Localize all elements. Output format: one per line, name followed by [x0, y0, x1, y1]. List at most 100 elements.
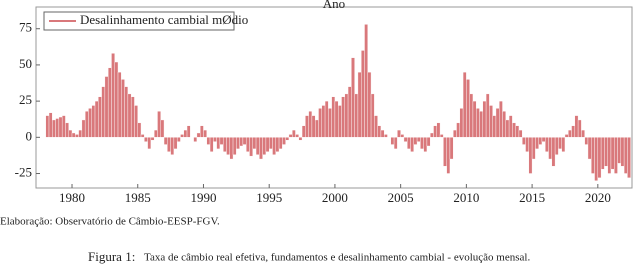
bar — [275, 137, 280, 153]
bar — [305, 115, 309, 138]
x-tick-label: 2010 — [453, 190, 479, 205]
bar — [495, 108, 500, 138]
bar — [157, 111, 161, 138]
bar — [525, 137, 530, 153]
bar — [390, 137, 395, 145]
bar — [351, 57, 355, 138]
bar — [249, 137, 253, 157]
bar — [508, 115, 513, 138]
bar — [331, 96, 336, 138]
bar — [443, 137, 447, 167]
bar — [75, 134, 79, 138]
x-tick-label: 2005 — [388, 190, 414, 205]
bar — [206, 137, 211, 145]
bar — [315, 119, 319, 138]
bar — [84, 111, 89, 138]
bar — [476, 108, 480, 138]
bar — [564, 134, 569, 138]
bar — [117, 71, 122, 138]
bar — [341, 96, 345, 138]
bar — [170, 137, 175, 155]
bar — [196, 132, 201, 138]
bar — [88, 108, 92, 138]
bar — [301, 125, 306, 138]
bar — [288, 134, 293, 138]
bar — [466, 79, 470, 138]
bar — [321, 105, 326, 138]
x-tick-label: 1990 — [190, 190, 216, 205]
bar — [614, 137, 618, 174]
bar — [245, 137, 250, 153]
bar — [193, 137, 198, 142]
bar — [58, 116, 63, 138]
bar — [469, 93, 474, 138]
bar — [361, 50, 365, 138]
bar — [367, 71, 372, 138]
bar — [163, 137, 168, 145]
bar — [393, 137, 398, 150]
x-tick-label: 2020 — [585, 190, 611, 205]
bar — [282, 137, 286, 145]
bar — [584, 137, 589, 145]
bar — [456, 122, 460, 138]
y-tick-label: 75 — [19, 20, 32, 35]
bar — [140, 134, 145, 138]
bar — [574, 115, 579, 138]
bar — [581, 129, 585, 138]
x-tick-label: 2000 — [322, 190, 348, 205]
bar — [285, 137, 290, 141]
bar — [308, 111, 313, 138]
bar — [587, 137, 592, 160]
bar — [291, 129, 296, 138]
bar — [180, 134, 184, 138]
bar — [134, 105, 138, 138]
bar — [492, 115, 497, 138]
bar — [94, 100, 99, 138]
bar — [607, 137, 612, 174]
bar — [354, 93, 359, 138]
bar — [65, 122, 69, 138]
bar — [433, 125, 437, 138]
bar — [130, 96, 135, 138]
bar — [538, 137, 543, 145]
bar — [554, 137, 559, 155]
bar — [439, 134, 444, 138]
bar — [449, 137, 454, 160]
bar — [239, 137, 244, 147]
bar — [459, 108, 464, 138]
bar — [318, 108, 322, 138]
bar — [594, 137, 599, 181]
bar — [78, 129, 83, 138]
bar — [255, 137, 260, 155]
bar — [278, 137, 283, 150]
bar — [413, 137, 418, 145]
bar — [167, 137, 171, 153]
legend-label: Desalinhamento cambial mØdio — [80, 12, 248, 27]
bar — [91, 105, 96, 138]
bar — [328, 108, 332, 138]
caption: Taxa de câmbio real efetiva, fundamentos… — [144, 252, 530, 264]
bar — [226, 137, 230, 155]
bar — [380, 129, 385, 138]
bar — [485, 93, 490, 138]
bar — [357, 71, 362, 138]
bar — [114, 61, 119, 138]
bar — [462, 71, 467, 138]
bar — [144, 137, 148, 142]
bar — [364, 24, 368, 138]
bar — [338, 105, 342, 138]
bar — [272, 137, 276, 155]
caption-label: Figura 1: — [88, 249, 135, 264]
bar — [370, 93, 375, 138]
bar — [262, 137, 267, 155]
x-tick-label: 1980 — [59, 190, 85, 205]
bar — [153, 129, 158, 138]
bar — [101, 86, 106, 138]
y-tick-label: 50 — [19, 56, 32, 71]
bar — [453, 129, 457, 138]
bar — [600, 137, 605, 170]
bar — [377, 125, 382, 138]
bar — [502, 111, 507, 138]
bar — [45, 115, 50, 138]
bar — [568, 129, 572, 138]
